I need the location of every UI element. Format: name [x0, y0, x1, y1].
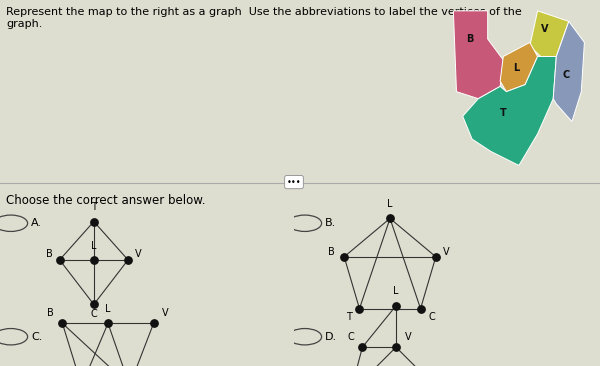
Text: B: B — [47, 308, 54, 318]
Text: L: L — [393, 287, 399, 296]
Point — [123, 257, 133, 263]
Polygon shape — [500, 42, 538, 92]
Text: T: T — [500, 108, 507, 118]
Point — [385, 216, 395, 221]
Polygon shape — [553, 21, 584, 122]
Text: •••: ••• — [287, 178, 301, 187]
Text: B: B — [328, 247, 334, 257]
Point — [89, 302, 98, 307]
Text: L: L — [387, 199, 393, 209]
Polygon shape — [454, 11, 503, 99]
Text: C: C — [563, 70, 570, 79]
Text: C.: C. — [31, 332, 43, 342]
Text: V: V — [135, 249, 142, 259]
Text: T: T — [91, 202, 97, 212]
Point — [391, 303, 401, 309]
Point — [103, 320, 113, 326]
Point — [355, 306, 364, 311]
Text: C: C — [428, 312, 435, 322]
Point — [391, 344, 401, 350]
Point — [89, 219, 98, 224]
Point — [58, 320, 67, 326]
Text: B: B — [466, 34, 473, 44]
Text: Choose the correct answer below.: Choose the correct answer below. — [6, 194, 205, 207]
Text: B.: B. — [325, 218, 337, 228]
Text: L: L — [105, 304, 111, 314]
Text: T: T — [346, 312, 352, 322]
Text: V: V — [404, 332, 412, 342]
Point — [149, 320, 158, 326]
Text: C: C — [91, 309, 97, 319]
Point — [89, 257, 98, 263]
Text: B: B — [46, 249, 53, 259]
Text: A.: A. — [31, 218, 42, 228]
Point — [340, 254, 349, 260]
Text: Represent the map to the right as a graph  Use the abbreviations to label the ve: Represent the map to the right as a grap… — [6, 7, 522, 29]
Text: L: L — [91, 240, 97, 251]
Text: D.: D. — [325, 332, 337, 342]
Point — [358, 344, 367, 350]
Polygon shape — [530, 11, 569, 56]
Text: V: V — [443, 247, 450, 257]
Point — [416, 306, 425, 311]
Polygon shape — [463, 56, 556, 165]
Point — [431, 254, 440, 260]
Text: V: V — [541, 24, 548, 34]
Text: V: V — [162, 308, 169, 318]
Point — [55, 257, 64, 263]
Text: C: C — [347, 332, 354, 342]
Text: L: L — [512, 63, 519, 72]
